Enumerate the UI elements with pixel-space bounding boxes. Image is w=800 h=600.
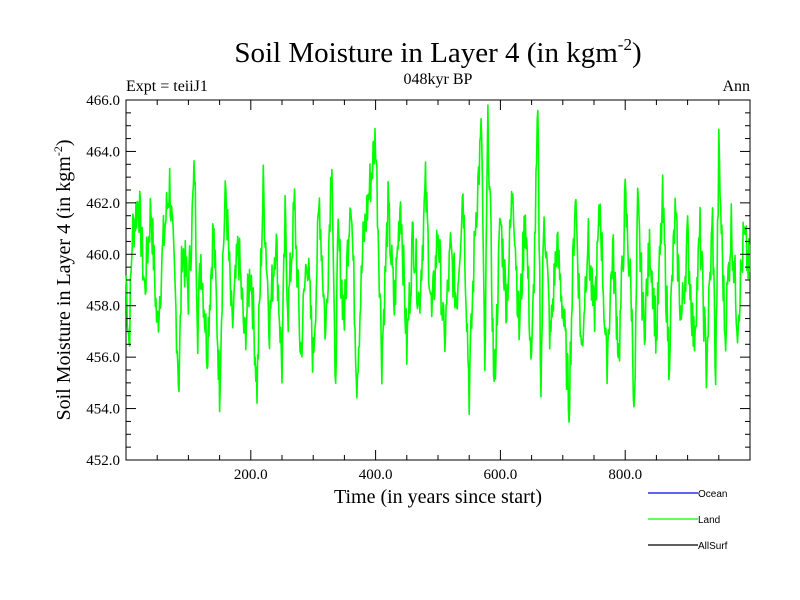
- y-axis-label: Soil Moisture in Layer 4 (in kgm-2): [51, 139, 75, 420]
- y-tick-label: 452.0: [86, 453, 120, 469]
- x-tick-label: 200.0: [234, 467, 268, 483]
- series-land-line: [125, 104, 751, 423]
- x-axis-label: Time (in years since start): [334, 486, 542, 508]
- y-axis-label-superscript: -2: [51, 146, 65, 156]
- x-tick-label: 800.0: [608, 467, 642, 483]
- y-tick-label: 462.0: [86, 196, 120, 212]
- subtitle-right: Ann: [722, 78, 750, 95]
- x-tick-label: 400.0: [359, 467, 393, 483]
- chart-title: Soil Moisture in Layer 4 (in kgm-2): [234, 35, 641, 69]
- legend: Ocean Land AllSurf: [648, 489, 728, 552]
- subtitle-center: 048kyr BP: [404, 71, 473, 88]
- y-axis: 452.0 454.0 456.0 458.0 460.0 462.0 464.0 466.0: [86, 93, 750, 469]
- y-tick-label: 460.0: [86, 247, 120, 263]
- legend-label-allsurf: AllSurf: [698, 541, 728, 552]
- chart-title-superscript: -2: [618, 35, 632, 54]
- legend-label-ocean: Ocean: [698, 489, 727, 500]
- y-tick-label: 466.0: [86, 93, 120, 109]
- y-tick-label: 458.0: [86, 299, 120, 315]
- x-axis: 200.0 400.0 600.0 800.0: [156, 100, 720, 483]
- y-tick-label: 454.0: [86, 402, 120, 418]
- subtitle-left: Expt = teiiJ1: [126, 78, 208, 95]
- y-tick-label: 464.0: [86, 144, 120, 160]
- y-tick-label: 456.0: [86, 350, 120, 366]
- x-tick-label: 600.0: [484, 467, 518, 483]
- legend-label-land: Land: [698, 515, 720, 526]
